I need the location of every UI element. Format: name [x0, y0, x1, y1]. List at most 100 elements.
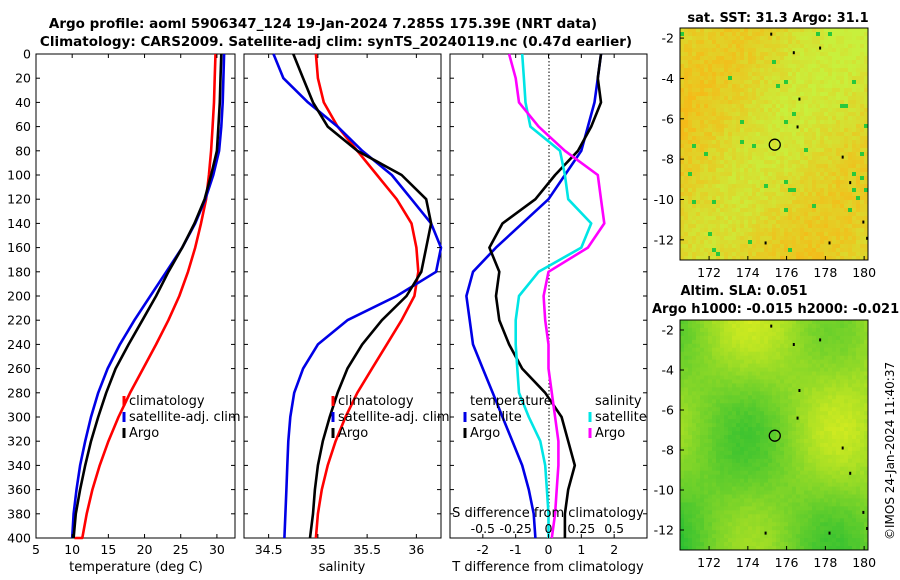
sst-cell	[684, 228, 689, 233]
sla-cell	[768, 383, 773, 388]
sst-cell	[756, 120, 761, 125]
sla-cell	[792, 387, 797, 392]
sla-cell	[760, 478, 765, 483]
sst-cell	[736, 220, 741, 225]
sst-cell	[772, 196, 777, 201]
sst-cell	[704, 144, 709, 149]
sla-cell	[752, 391, 757, 396]
sla-cell	[764, 379, 769, 384]
sst-cell	[772, 76, 777, 81]
sst-cell	[796, 56, 801, 61]
sla-cell	[688, 450, 693, 456]
sst-cell	[804, 28, 809, 33]
sla-cell	[708, 327, 713, 333]
sla-cell	[704, 423, 709, 428]
sla-cell	[764, 538, 769, 543]
sst-cell	[764, 76, 769, 81]
sst-cell	[684, 216, 689, 221]
sla-cell	[760, 526, 765, 531]
sla-cell	[684, 323, 689, 329]
sst-cell	[772, 240, 777, 245]
sst-cell	[752, 96, 757, 101]
sst-cell	[760, 88, 765, 93]
sst-cell	[784, 184, 789, 189]
sst-cell	[744, 228, 749, 233]
sla-cell	[764, 506, 769, 511]
sla-cell	[760, 379, 765, 384]
sst-cell	[788, 80, 793, 85]
sst-cell	[696, 32, 701, 37]
sst-cell	[832, 144, 837, 149]
sla-cell	[696, 407, 701, 412]
sst-cell	[728, 160, 733, 165]
sst-cell	[860, 108, 865, 113]
sla-cell	[808, 395, 813, 400]
temperature-panel-line-climatology	[74, 53, 217, 540]
sst-cell	[728, 212, 733, 217]
sst-cell	[764, 68, 769, 73]
sla-cell	[784, 327, 789, 333]
sst-cell	[688, 256, 693, 261]
sst-cell	[720, 84, 725, 89]
sla-cell	[764, 363, 769, 368]
sst-cell	[752, 80, 757, 85]
sla-cell	[812, 371, 817, 376]
sst-cell	[844, 96, 849, 101]
sst-cell	[796, 128, 801, 133]
sst-cell	[824, 184, 829, 189]
sla-cell	[748, 526, 753, 531]
sla-cell	[776, 383, 781, 388]
sst-cell	[712, 112, 717, 117]
sla-cell	[732, 375, 737, 380]
sst-cell	[748, 168, 753, 173]
sst-cell	[716, 232, 721, 237]
sst-cell	[772, 228, 777, 233]
s-tick-label: 0.25	[567, 521, 595, 536]
sla-cell	[760, 490, 765, 495]
sst-cell	[728, 96, 733, 101]
sst-cell	[860, 212, 865, 217]
sla-cell	[688, 446, 693, 452]
sst-cell	[744, 156, 749, 161]
sst-cell	[804, 212, 809, 217]
sst-cell	[864, 208, 869, 213]
sla-cell	[696, 427, 701, 432]
sst-cell	[764, 92, 769, 97]
sst-cell	[864, 124, 869, 129]
sst-cell	[832, 72, 837, 77]
sst-cell	[792, 140, 797, 145]
sst-cell	[712, 216, 717, 221]
sst-cell	[740, 188, 745, 193]
sla-cell	[788, 534, 793, 539]
sla-cell	[812, 391, 817, 396]
sst-cell	[840, 144, 845, 149]
sla-cell	[740, 367, 745, 372]
sla-cell	[732, 538, 737, 543]
sst-cell	[680, 240, 685, 245]
sst-cell	[856, 232, 861, 237]
sla-cell	[700, 343, 705, 349]
sst-cell	[736, 156, 741, 161]
sst-cell	[756, 40, 761, 45]
sst-cell	[788, 232, 793, 237]
sst-cell	[752, 168, 757, 173]
sst-cell	[748, 148, 753, 153]
sst-cell	[700, 164, 705, 169]
sla-cell	[812, 502, 817, 507]
sst-cell	[800, 56, 805, 61]
sst-cell	[804, 156, 809, 161]
sst-cell	[840, 200, 845, 205]
sst-cell	[764, 28, 769, 33]
sst-cell	[700, 204, 705, 209]
sst-cell	[732, 88, 737, 93]
sst-cell	[812, 236, 817, 241]
sst-cell	[784, 228, 789, 233]
sst-cell	[828, 84, 833, 89]
sst-cell	[832, 168, 837, 173]
sla-cell	[784, 415, 789, 420]
sla-cell	[788, 387, 793, 392]
sst-cell	[784, 240, 789, 245]
sst-cell	[804, 128, 809, 133]
sst-cell	[772, 208, 777, 213]
sst-cell	[728, 220, 733, 225]
